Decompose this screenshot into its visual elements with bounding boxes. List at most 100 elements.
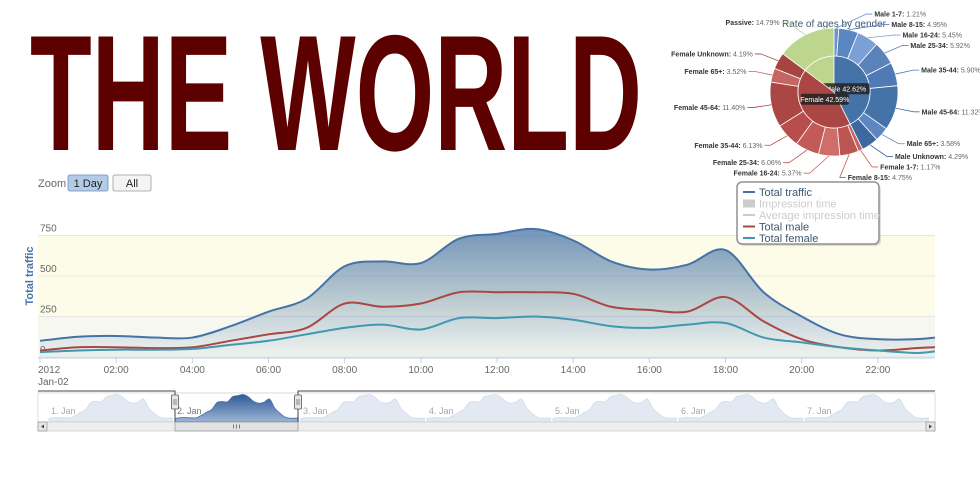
pie-connector — [867, 34, 901, 39]
y-tick-label: 750 — [40, 224, 57, 235]
navigator-area — [300, 394, 425, 423]
pie-label-name: Female 25-34: — [713, 160, 759, 167]
navigator-handle[interactable] — [171, 394, 179, 410]
pie-label-value: 5.92% — [950, 43, 970, 50]
pie-label-value: 5.37% — [782, 171, 802, 178]
x-date-label: Jan-02 — [38, 377, 69, 388]
pie-label-value: 1.17% — [921, 164, 941, 171]
pie-label-name: Male 8-15: — [891, 22, 925, 29]
legend-symbol — [743, 199, 755, 208]
x-tick-label: 12:00 — [485, 365, 510, 376]
pie-label-name: Male Unknown: — [895, 154, 946, 161]
zoom-button-label[interactable]: All — [126, 178, 138, 190]
pie-label: Female 1-7: 1.17% — [880, 164, 940, 171]
pie-connector — [748, 70, 773, 76]
pie-label-name: Male 45-64: — [922, 109, 960, 116]
pie-inner-label: Male 42.62% — [825, 87, 866, 94]
pie-label: Passive: 14.79% — [726, 20, 780, 27]
y-tick-label: 500 — [40, 264, 57, 275]
navigator-area — [174, 394, 299, 423]
pie-connector — [895, 69, 920, 75]
navigator-label: 3. Jan — [303, 406, 328, 416]
pie-title: Rate of ages by gender — [782, 19, 887, 30]
pie-connector — [836, 13, 873, 29]
pie-label: Male 35-44: 5.90% — [921, 68, 980, 75]
y-tick-label: 250 — [40, 305, 57, 316]
pie-label-value: 11.40% — [722, 105, 745, 112]
pie-label-value: 5.90% — [961, 68, 980, 75]
legend-box — [736, 181, 880, 245]
pie-label-name: Female 65+: — [684, 69, 724, 76]
pie-label: Female 65+: 3.52% — [684, 69, 746, 76]
pie-label: Male Unknown: 4.29% — [895, 154, 968, 161]
zoom-label: Zoom — [38, 178, 66, 190]
pie-label: Female 16-24: 5.37% — [734, 171, 802, 178]
pie-label-name: Passive: — [726, 20, 754, 27]
navigator-area — [426, 394, 551, 423]
pie-connector — [803, 155, 830, 174]
pie-label-name: Female 45-64: — [674, 105, 720, 112]
pie-connector — [848, 24, 890, 31]
navigator-area — [678, 394, 803, 423]
pie-connector — [747, 104, 772, 108]
pie-label-value: 3.58% — [940, 141, 960, 148]
pie-label-name: Male 16-24: — [902, 33, 940, 40]
legend-item[interactable]: Total male — [759, 222, 809, 234]
x-tick-label: 16:00 — [637, 365, 662, 376]
pie-label: Male 25-34: 5.92% — [910, 43, 970, 50]
navigator-area — [804, 394, 929, 423]
pie-label: Female 8-15: 4.75% — [848, 175, 912, 182]
pie-connector — [781, 21, 806, 36]
pie-connector — [869, 144, 893, 157]
pie-label-value: 4.19% — [733, 51, 753, 58]
zoom-button[interactable] — [112, 174, 152, 192]
pie-label-value: 5.45% — [942, 33, 962, 40]
pie-label: Female 25-34: 6.06% — [713, 160, 781, 167]
x-tick-label: 02:00 — [104, 365, 129, 376]
legend-item[interactable]: Average impression time — [759, 210, 880, 222]
pie-connector — [881, 134, 905, 145]
pie-label-value: 4.95% — [927, 22, 947, 29]
pie-label: Female 35-44: 6.13% — [694, 143, 762, 150]
pie-label-name: Female 35-44: — [694, 143, 740, 150]
x-tick-label: 10:00 — [408, 365, 433, 376]
x-tick-label: 06:00 — [256, 365, 281, 376]
pie-label-name: Male 1-7: — [874, 12, 904, 19]
pie-label-name: Male 65+: — [907, 141, 939, 148]
legend-item[interactable]: Total female — [759, 233, 818, 245]
pie-connector — [754, 53, 779, 62]
pie-label-name: Male 35-44: — [921, 68, 959, 75]
pie-label-value: 6.06% — [761, 160, 781, 167]
pie-label: Male 1-7: 1.21% — [874, 12, 926, 19]
pie-label-name: Female Unknown: — [671, 51, 731, 58]
pie-label-value: 6.13% — [743, 143, 763, 150]
pie-label: Female Unknown: 4.19% — [671, 51, 753, 58]
series-line — [39, 315, 936, 354]
navigator-label: 7. Jan — [807, 406, 832, 416]
pie-label: Male 16-24: 5.45% — [902, 33, 962, 40]
pie-label: Female 45-64: 11.40% — [674, 105, 746, 112]
navigator-mask — [298, 393, 935, 422]
pie-connector — [839, 153, 850, 178]
zoom-button[interactable] — [67, 174, 109, 192]
legend-item[interactable]: Impression time — [759, 199, 837, 211]
pie-label-value: 11.32% — [961, 109, 980, 116]
pie-connector — [764, 135, 788, 146]
navigator-area — [48, 394, 173, 423]
y-axis-title: Total traffic — [24, 246, 36, 305]
zoom-button-label[interactable]: 1 Day — [74, 178, 103, 190]
pie-connector — [860, 150, 879, 168]
x-tick-label: 2012 — [38, 365, 61, 376]
pie-label-value: 1.21% — [906, 12, 926, 19]
x-tick-label: 22:00 — [865, 365, 890, 376]
navigator-label: 2. Jan — [177, 406, 202, 416]
pie-label-name: Female 8-15: — [848, 175, 890, 182]
navigator-mask — [38, 393, 175, 422]
navigator-handle[interactable] — [294, 394, 302, 410]
pie-inner-label-box — [800, 93, 849, 105]
pie-label: Male 45-64: 11.32% — [922, 109, 980, 116]
pie-connector — [884, 45, 909, 54]
legend-item[interactable]: Total traffic — [759, 187, 812, 199]
pie-connector — [783, 149, 808, 164]
pie-label-value: 4.75% — [892, 175, 912, 182]
